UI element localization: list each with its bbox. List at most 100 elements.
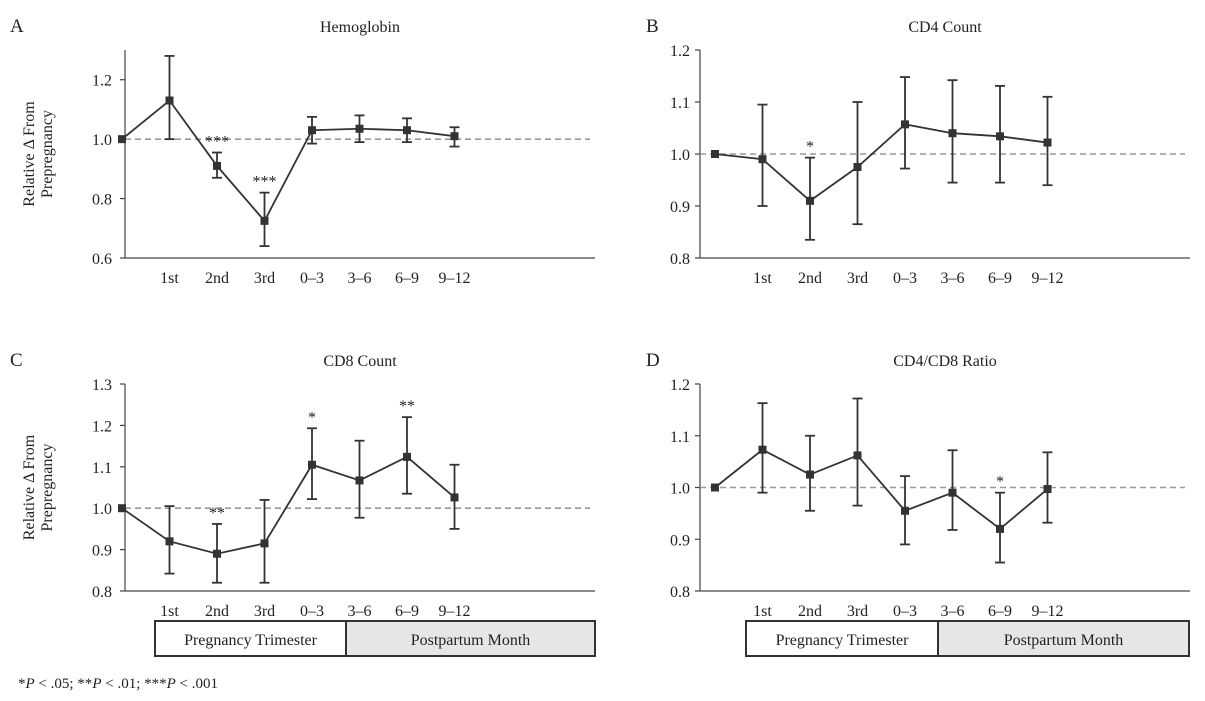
panel-c-xtick-label: 3rd — [254, 603, 275, 620]
footnote-fragment: * — [18, 676, 26, 692]
footnote-fragment: P — [166, 676, 176, 692]
footnote-fragment: < .001 — [175, 676, 219, 692]
panel-d-significance-marker: * — [996, 474, 1004, 491]
panel-d-xtick-label: 3rd — [847, 603, 868, 620]
postpartum-band-fill — [346, 621, 595, 656]
panel-d-title: CD4/CD8 Ratio — [893, 353, 997, 370]
panel-d-xtick-label: 1st — [753, 603, 772, 620]
panel-d-ytick-label: 1.2 — [670, 377, 690, 394]
panel-b-ytick-label: 0.8 — [670, 251, 690, 268]
panel-b: B CD4 Count 0.8 0.9 1.0 1.1 1.2 1st 2nd 3rd 0–3 3–6… — [646, 16, 1190, 287]
panel-d-ytick-label: 1.1 — [670, 429, 690, 446]
panel-a-xtick-label: 1st — [160, 270, 179, 287]
panel-a-ytick-label: 0.6 — [92, 251, 112, 268]
panel-c-series-line — [121, 455, 456, 555]
pregnancy-trimester-label: Pregnancy Trimester — [776, 632, 910, 649]
panel-b-xtick-label: 9–12 — [1032, 270, 1064, 287]
panel-d-xtick-label: 6–9 — [988, 603, 1012, 620]
panel-a-ylabel-line: Prepregnancy — [39, 110, 56, 198]
panel-c-ytick-label: 1.2 — [92, 418, 112, 435]
panel-d-data-point — [853, 451, 862, 460]
panel-c-xtick-label: 2nd — [205, 603, 229, 620]
panel-a-ytick-label: 1.0 — [92, 132, 112, 149]
panel-a-data-point — [403, 126, 411, 135]
panel-d-data-point — [996, 524, 1004, 533]
panel-d-data-point — [1043, 485, 1052, 494]
panel-c-significance-marker: ** — [209, 505, 225, 522]
panel-c-data-point — [308, 460, 316, 469]
panel-a-data-point — [213, 161, 221, 170]
panel-d-data-point — [711, 483, 719, 492]
panel-c-ytick-label: 0.8 — [92, 584, 112, 601]
panel-c-data-point — [165, 537, 174, 546]
panel-d-ytick-label: 1.0 — [670, 481, 690, 498]
panel-b-ytick-label: 1.2 — [670, 43, 690, 60]
panel-b-xtick-label: 6–9 — [988, 270, 1012, 287]
period-legend-band: Pregnancy Trimester Postpartum Month — [745, 620, 1190, 657]
panel-c: C CD8 Count Relative Δ From Prepregnancy 0.8… — [10, 350, 595, 620]
panel-b-letter: B — [646, 16, 659, 37]
footnote-fragment: < .05; ** — [34, 676, 93, 692]
period-legend-band: Pregnancy Trimester Postpartum Month — [154, 620, 596, 657]
panel-c-ytick-label: 0.9 — [92, 543, 112, 560]
panel-c-significance-marker: ** — [399, 398, 415, 415]
panel-d: D CD4/CD8 Ratio 0.8 0.9 1.0 1.1 1.2 1st 2nd 3rd 0–… — [646, 350, 1190, 620]
panel-b-xtick-label: 3–6 — [941, 270, 965, 287]
panel-d-data-point — [758, 445, 767, 454]
panel-c-data-point — [118, 504, 126, 513]
panel-b-xtick-label: 3rd — [847, 270, 868, 287]
panel-a-data-point — [165, 96, 174, 105]
panel-c-data-point — [450, 493, 459, 502]
panel-c-xtick-label: 3–6 — [348, 603, 372, 620]
panel-a-data-point — [355, 124, 364, 133]
panel-a-xtick-label: 9–12 — [439, 270, 471, 287]
panel-b-xtick-label: 2nd — [798, 270, 822, 287]
panel-a-title: Hemoglobin — [320, 19, 400, 36]
significance-footnote: *P < .05; **P < .01; ***P < .001 — [18, 676, 218, 693]
panel-b-data-point — [1043, 138, 1052, 147]
panel-a-ylabel-line: Relative Δ From — [21, 101, 38, 207]
panel-d-xtick-label: 2nd — [798, 603, 822, 620]
pregnancy-trimester-label: Pregnancy Trimester — [184, 632, 318, 649]
panel-c-xtick-label: 0–3 — [300, 603, 324, 620]
legend-band-border — [745, 620, 1190, 657]
panel-a-xtick-label: 3rd — [254, 270, 275, 287]
panel-a-data-point — [450, 132, 459, 141]
panel-c-title: CD8 Count — [323, 353, 397, 370]
footnote-fragment: P — [92, 676, 102, 692]
panel-a-ytick-label: 1.2 — [92, 73, 112, 90]
panel-c-data-point — [260, 539, 269, 548]
panel-b-data-point — [996, 132, 1004, 141]
panel-a-significance-marker: *** — [253, 174, 277, 191]
panel-c-xtick-label: 1st — [160, 603, 179, 620]
panel-b-significance-marker: * — [806, 139, 814, 156]
panel-c-ytick-label: 1.3 — [92, 377, 112, 394]
panel-d-data-point — [901, 506, 909, 515]
panel-d-data-point — [806, 470, 814, 479]
panel-c-data-point — [355, 476, 364, 485]
panel-d-xtick-label: 0–3 — [893, 603, 917, 620]
panel-b-title: CD4 Count — [908, 19, 982, 36]
panel-b-xtick-label: 0–3 — [893, 270, 917, 287]
postpartum-band-fill — [938, 621, 1189, 656]
panel-c-ytick-label: 1.1 — [92, 460, 112, 477]
panel-a-xtick-label: 2nd — [205, 270, 229, 287]
panel-a-data-point — [118, 135, 126, 144]
footnote-fragment: < .01; *** — [101, 676, 167, 692]
panel-d-ytick-label: 0.8 — [670, 584, 690, 601]
panel-b-ytick-label: 0.9 — [670, 199, 690, 216]
panel-b-ytick-label: 1.0 — [670, 147, 690, 164]
panel-a-significance-marker: *** — [205, 134, 229, 151]
panel-b-data-point — [853, 163, 862, 171]
panel-c-data-point — [403, 452, 411, 461]
panel-d-letter: D — [646, 350, 660, 371]
panel-b-data-point — [758, 155, 767, 164]
panel-c-significance-marker: * — [308, 409, 316, 426]
panel-c-ylabel-line: Relative Δ From — [21, 434, 38, 540]
panel-b-ytick-label: 1.1 — [670, 95, 690, 112]
panel-a-data-point — [308, 126, 316, 135]
panel-b-series-line — [714, 123, 1048, 202]
panel-a-letter: A — [10, 16, 24, 37]
